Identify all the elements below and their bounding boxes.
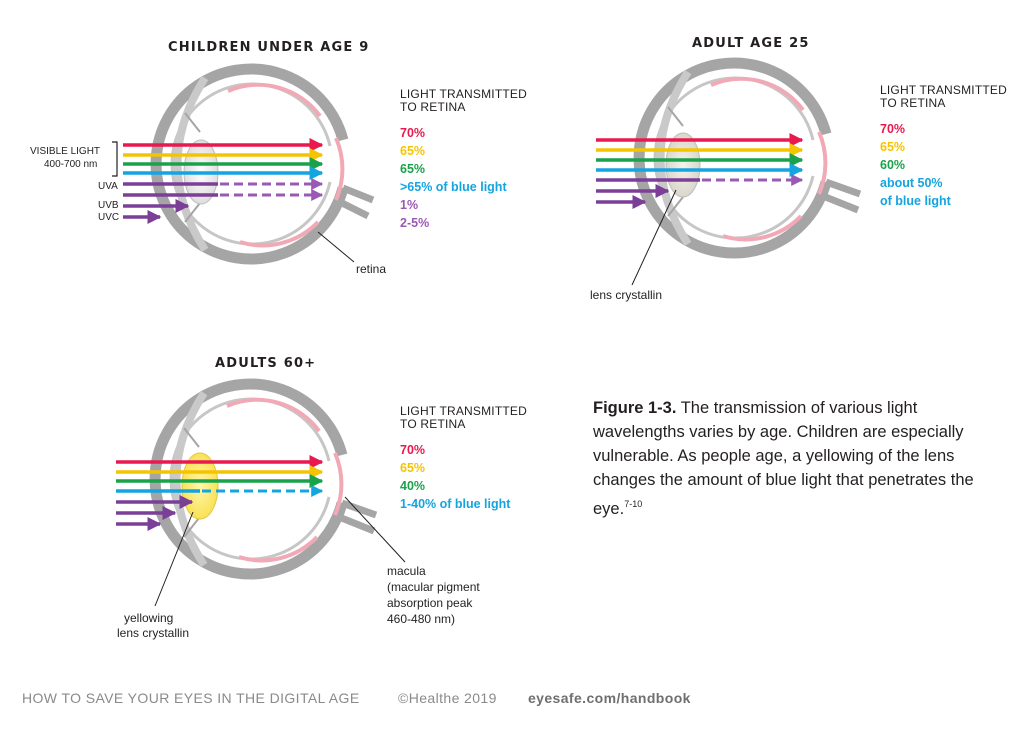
tx-heading-line2: TO RETINA [880, 96, 946, 110]
lens-pointer [154, 511, 194, 607]
tx-heading-line2: TO RETINA [400, 417, 466, 431]
tx-heading-line1: LIGHT TRANSMITTED [400, 87, 527, 101]
footer-url[interactable]: eyesafe.com/handbook [528, 690, 691, 706]
tx-value-yellow: 65% [880, 140, 906, 154]
yellowing-lens-label: lens crystallin [117, 626, 190, 640]
visible-light-bracket [112, 141, 118, 177]
tx-heading-line2: TO RETINA [400, 100, 466, 114]
tx-value-uv-2: 2-5% [400, 216, 430, 230]
retina-arc-bottom [238, 535, 319, 563]
uva-label: UVA [98, 181, 118, 192]
tx-value-uva: 1% [400, 198, 419, 212]
cornea [656, 69, 692, 247]
lens-crystallin [665, 132, 701, 198]
retina-arc-right [333, 452, 344, 516]
caption-text: The transmission of various light wavele… [593, 399, 974, 518]
tx-value-red: 70% [400, 126, 426, 140]
tx-value-yellow: 65% [400, 461, 426, 475]
macula-detail-3: 460-480 nm) [387, 612, 456, 626]
retina-arc-right [334, 137, 345, 201]
figure-caption: Figure 1-3. The transmission of various … [593, 396, 993, 521]
retina-arc-bottom [239, 220, 320, 248]
retina-arc-right [817, 131, 828, 195]
optic-nerve [821, 178, 862, 214]
tx-value-blue-line2: of blue light [880, 194, 951, 208]
transmission-block-adult: LIGHT TRANSMITTED TO RETINA 70% 65% 60% … [880, 84, 1007, 210]
lens-pointer [631, 189, 677, 286]
lens-crystallin-label: lens crystallin [590, 288, 663, 302]
tx-value-red: 70% [400, 443, 426, 457]
uvc-label: UVC [98, 212, 120, 223]
retina-label: retina [356, 262, 387, 276]
macula-detail-2: absorption peak [387, 596, 473, 610]
uvb-label: UVB [98, 200, 119, 211]
tx-heading-line1: LIGHT TRANSMITTED [400, 404, 527, 418]
macula-label: macula [387, 564, 426, 578]
retina-pointer [317, 231, 355, 263]
retina-arc-top [227, 82, 322, 118]
optic-nerve [337, 499, 378, 535]
footer-copyright: ©Healthe 2019 [398, 690, 497, 706]
retina-arc-bottom [722, 214, 803, 242]
tx-value-blue: 1-40% of blue light [400, 497, 511, 511]
eye-adult [596, 57, 862, 286]
caption-refs: 7-10 [624, 499, 643, 509]
macula-detail-1: (macular pigment [387, 580, 480, 594]
transmission-block-children: LIGHT TRANSMITTED TO RETINA 70% 65% 65% … [400, 88, 527, 232]
tx-value-blue: >65% of blue light [400, 180, 507, 194]
optic-nerve [338, 184, 375, 220]
macula-pointer [344, 496, 406, 563]
tx-heading-line1: LIGHT TRANSMITTED [880, 83, 1007, 97]
tx-value-green: 60% [880, 158, 906, 172]
visible-light-label: VISIBLE LIGHT [30, 146, 101, 157]
footer-book-title: HOW TO SAVE YOUR EYES IN THE DIGITAL AGE [22, 690, 360, 706]
eye-older [116, 378, 406, 607]
eye-children [112, 63, 375, 265]
panel-title-children: CHILDREN UNDER AGE 9 [168, 40, 370, 55]
panel-title-older: ADULTS 60+ [215, 356, 317, 371]
yellowing-label: yellowing [124, 611, 174, 625]
tx-value-red: 70% [880, 122, 906, 136]
tx-value-green: 40% [400, 479, 426, 493]
transmission-block-older: LIGHT TRANSMITTED TO RETINA 70% 65% 40% … [400, 405, 527, 513]
retina-arc-top [226, 397, 321, 433]
figure-label: Figure 1-3. [593, 399, 677, 417]
eye-outer-wall [149, 378, 348, 580]
tx-value-yellow: 65% [400, 144, 426, 158]
retina-arc-top [710, 76, 805, 112]
tx-value-blue: about 50% [880, 176, 943, 190]
cornea [172, 390, 208, 568]
panel-title-adult: ADULT AGE 25 [692, 36, 810, 51]
tx-value-green: 65% [400, 162, 426, 176]
visible-light-range-label: 400-700 nm [44, 159, 98, 170]
eye-outer-wall [633, 57, 832, 259]
